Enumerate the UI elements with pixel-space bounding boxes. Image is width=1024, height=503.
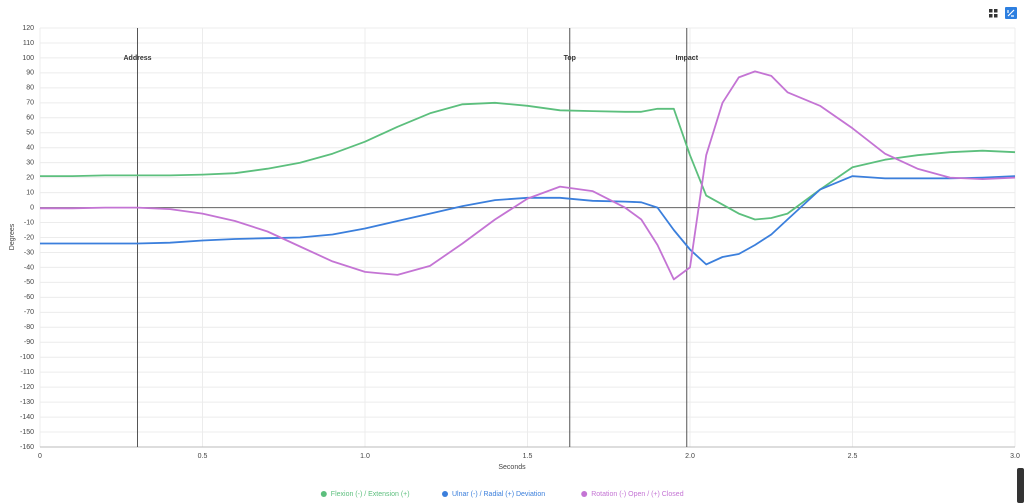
y-tick-label: 30 (26, 160, 34, 167)
legend-marker (320, 491, 327, 497)
event-label: Impact (675, 55, 698, 62)
y-tick-label: 90 (26, 70, 34, 77)
event-label: Address (123, 55, 151, 62)
x-axis-label: Seconds (498, 464, 526, 471)
y-tick-label: 0 (30, 204, 34, 211)
y-tick-label: -30 (24, 249, 34, 256)
x-tick-label: 0 (38, 453, 42, 460)
y-tick-label: -120 (20, 384, 34, 391)
series-line (40, 101, 1016, 221)
y-tick-label: 100 (22, 55, 34, 62)
y-tick-label: -90 (24, 339, 34, 346)
y-tick-label: -110 (21, 369, 35, 376)
y-tick-label: -160 (20, 444, 34, 451)
x-tick-label: 1.5 (523, 453, 533, 460)
y-tick-label: -130 (20, 399, 34, 406)
icon (994, 14, 998, 18)
y-tick-label: -150 (20, 429, 34, 436)
legend-label: Rotation (-) Open / (+) Closed (591, 491, 684, 498)
y-tick-label: -50 (24, 279, 34, 286)
y-tick-label: 80 (26, 85, 34, 92)
y-tick-label: 70 (26, 100, 34, 107)
icon (1007, 9, 1015, 17)
legend-item[interactable]: Rotation (-) Open / (+) Closed (581, 491, 684, 498)
series-line (40, 70, 1016, 281)
y-tick-label: -100 (20, 354, 34, 361)
icon (994, 9, 998, 13)
event-label: Top (564, 55, 576, 62)
legend-marker (442, 491, 448, 497)
y-tick-label: -70 (24, 309, 34, 316)
series-line (40, 175, 1016, 266)
y-tick-label: 120 (22, 25, 34, 32)
y-tick-label: -80 (24, 324, 34, 331)
toolbar (987, 7, 1017, 19)
legend-marker (581, 491, 588, 497)
icon (989, 9, 993, 13)
x-tick-label: 1.0 (360, 453, 370, 460)
legend-label: Ulnar (-) / Radial (+) Deviation (452, 491, 545, 498)
y-tick-label: 110 (23, 40, 34, 47)
x-tick-label: 0.5 (198, 453, 208, 460)
icon (989, 14, 993, 18)
legend-label: Flexion (-) / Extension (+) (331, 491, 410, 498)
y-tick-label: 60 (26, 115, 34, 122)
legend-item[interactable]: Ulnar (-) / Radial (+) Deviation (442, 491, 545, 498)
y-tick-label: -40 (24, 264, 34, 271)
x-tick-label: 3.0 (1010, 453, 1020, 460)
y-tick-label: -60 (24, 294, 34, 301)
x-tick-label: 2.0 (685, 453, 695, 460)
legend-item[interactable]: Flexion (-) / Extension (+) (320, 491, 410, 498)
y-tick-label: -20 (24, 234, 34, 241)
side-tab[interactable] (1017, 468, 1024, 503)
x-tick-label: 2.5 (848, 453, 858, 460)
y-tick-label: -10 (24, 219, 34, 226)
y-axis-label: Degrees (9, 223, 16, 250)
y-tick-label: 20 (26, 174, 34, 181)
y-tick-label: 10 (26, 189, 34, 196)
y-tick-label: 50 (26, 130, 34, 137)
y-tick-label: 40 (26, 145, 34, 152)
y-tick-label: -140 (20, 414, 34, 421)
